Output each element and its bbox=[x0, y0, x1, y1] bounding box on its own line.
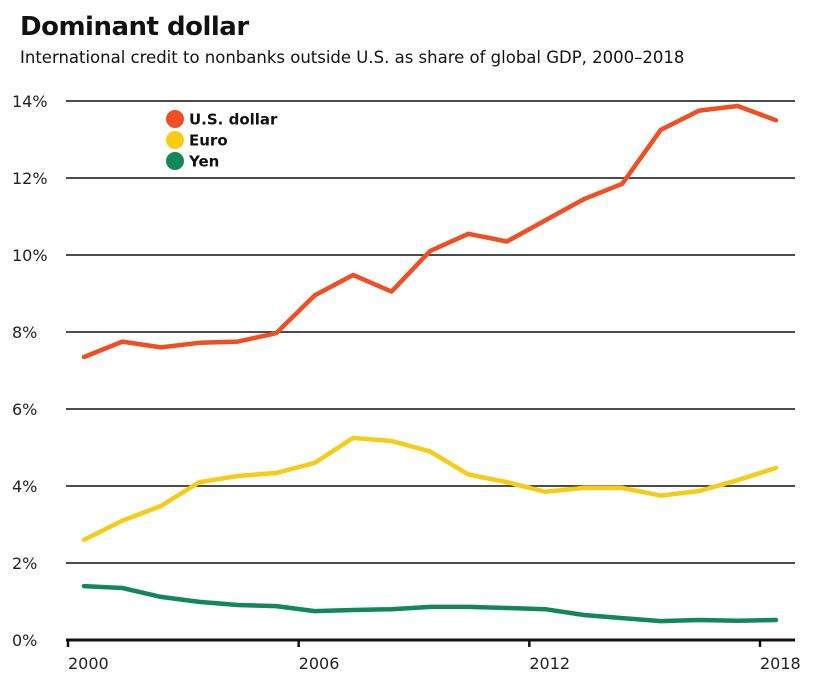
x-tick-label: 2012 bbox=[529, 654, 570, 673]
x-tick-label: 2006 bbox=[299, 654, 340, 673]
legend-label: Euro bbox=[189, 132, 228, 150]
legend-marker bbox=[166, 152, 184, 170]
y-tick-label: 2% bbox=[12, 554, 37, 573]
y-tick-label: 0% bbox=[12, 631, 37, 650]
x-tick-label: 2000 bbox=[68, 654, 109, 673]
y-tick-label: 8% bbox=[12, 323, 37, 342]
series-line-yen bbox=[81, 583, 779, 624]
series-line-euro bbox=[81, 435, 779, 543]
y-tick-label: 14% bbox=[12, 92, 48, 111]
legend-marker bbox=[166, 110, 184, 128]
x-tick-label: 2018 bbox=[760, 654, 801, 673]
legend-label: U.S. dollar bbox=[189, 111, 278, 129]
legend-marker bbox=[166, 131, 184, 149]
legend-label: Yen bbox=[188, 153, 219, 171]
y-tick-label: 4% bbox=[12, 477, 37, 496]
y-tick-label: 10% bbox=[12, 246, 48, 265]
series-line-u-s-dollar bbox=[81, 103, 779, 360]
chart-subtitle: International credit to nonbanks outside… bbox=[20, 48, 685, 67]
y-tick-label: 12% bbox=[12, 169, 48, 188]
y-tick-label: 6% bbox=[12, 400, 37, 419]
chart-title: Dominant dollar bbox=[20, 12, 249, 42]
